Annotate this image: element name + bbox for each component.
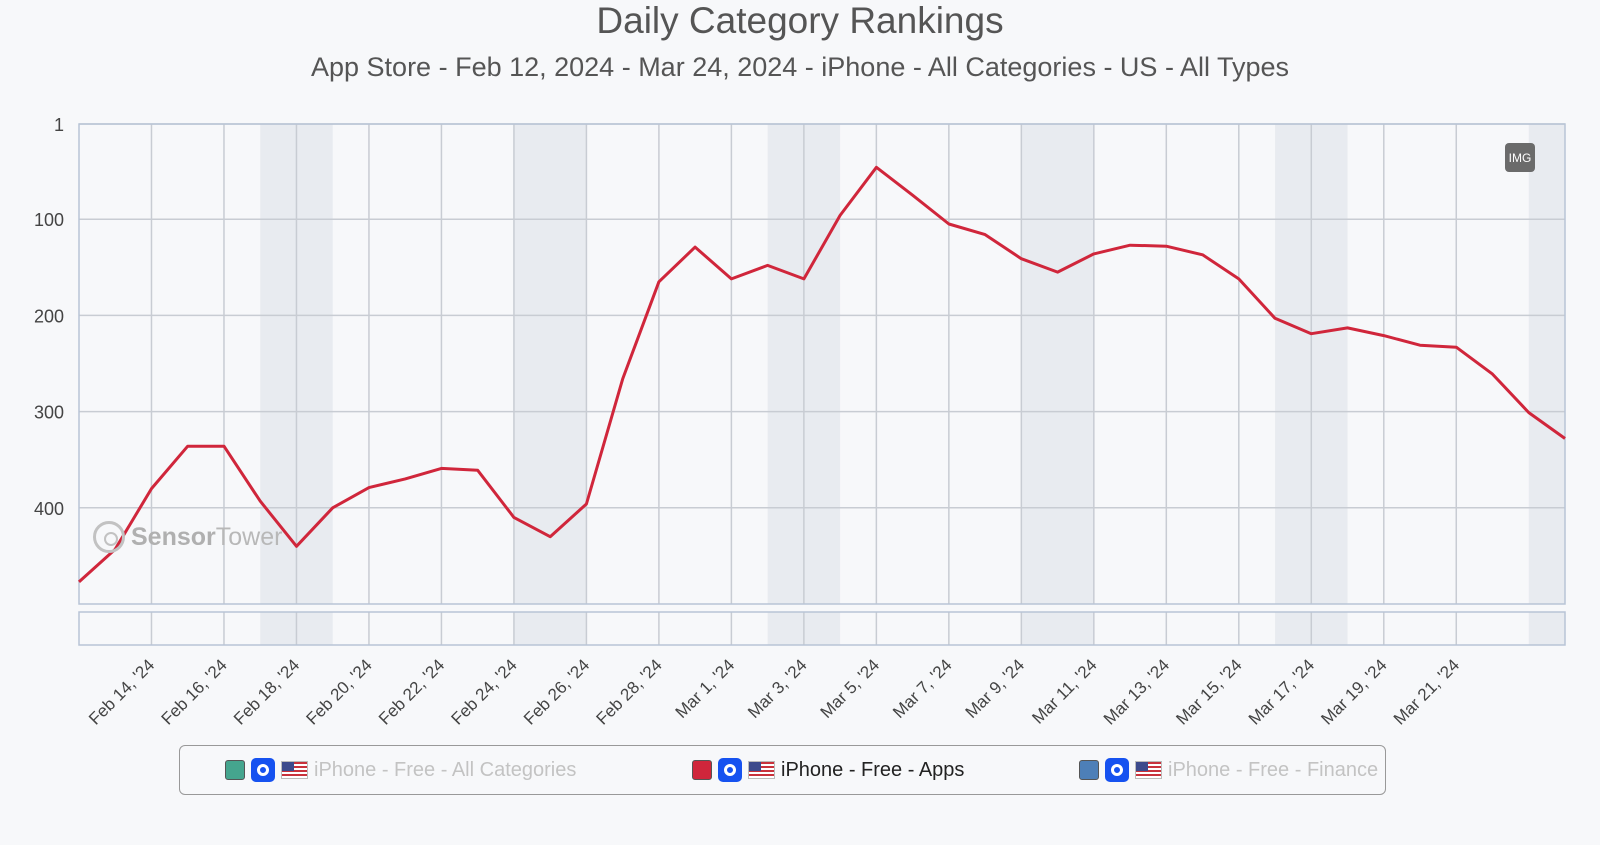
weekend-band: [1528, 124, 1565, 604]
x-tick-label: Mar 15, '24: [1172, 655, 1245, 728]
weekend-band-navigator: [513, 612, 587, 645]
legend-label: iPhone - Free - All Categories: [314, 758, 577, 781]
legend-swatch: [692, 760, 712, 780]
weekend-band-navigator: [1021, 612, 1094, 645]
x-tick-label: Mar 3, '24: [744, 655, 811, 722]
legend-item-apps[interactable]: iPhone - Free - Apps: [692, 746, 964, 794]
x-tick-label: Feb 24, '24: [448, 655, 521, 728]
chart-subtitle: App Store - Feb 12, 2024 - Mar 24, 2024 …: [311, 52, 1289, 82]
x-tick-label: Mar 7, '24: [889, 655, 956, 722]
y-tick-label: 100: [34, 210, 64, 230]
x-tick-label: Feb 20, '24: [303, 655, 376, 728]
x-tick-label: Mar 17, '24: [1245, 655, 1318, 728]
ranking-chart: 1 100 200 300 400 Feb 14, '24 Feb 16, '24 Feb 1…: [34, 115, 1566, 729]
x-tick-label: Mar 5, '24: [817, 655, 884, 722]
series-line-apps: [77, 165, 1566, 584]
sensor-tower-logo-icon: [93, 521, 125, 553]
chart-title: Daily Category Rankings: [596, 0, 1004, 41]
legend-label: iPhone - Free - Apps: [781, 758, 965, 781]
legend-swatch: [225, 760, 245, 780]
x-tick-label: Mar 19, '24: [1317, 655, 1390, 728]
y-tick-label: 300: [34, 403, 64, 423]
x-tick-label: Mar 9, '24: [962, 655, 1029, 722]
x-tick-label: Mar 11, '24: [1028, 655, 1100, 727]
sensor-tower-watermark: SensorTower: [93, 521, 282, 553]
y-tick-label: 200: [34, 306, 64, 326]
x-tick-label: Feb 22, '24: [375, 655, 448, 728]
x-tick-label: Feb 16, '24: [158, 655, 231, 728]
export-image-button[interactable]: IMG: [1505, 143, 1535, 172]
coinbase-app-icon: [251, 758, 275, 782]
us-flag-icon: [281, 761, 308, 779]
x-tick-label: Feb 28, '24: [593, 655, 666, 728]
legend-label: iPhone - Free - Finance: [1168, 758, 1379, 781]
weekend-band: [1021, 124, 1094, 604]
plot-area-border: [78, 123, 1566, 605]
y-tick-label: 400: [34, 499, 64, 519]
chart-legend: iPhone - Free - All Categories iPhone - …: [179, 745, 1386, 795]
coinbase-app-icon: [718, 758, 742, 782]
legend-item-finance[interactable]: iPhone - Free - Finance: [1079, 746, 1378, 794]
x-tick-label: Feb 18, '24: [230, 655, 303, 728]
us-flag-icon: [1135, 761, 1162, 779]
x-tick-label: Mar 13, '24: [1100, 655, 1173, 728]
us-flag-icon: [748, 761, 775, 779]
legend-item-all-categories[interactable]: iPhone - Free - All Categories: [225, 746, 576, 794]
x-tick-label: Feb 14, '24: [85, 655, 158, 728]
weekend-band: [513, 124, 587, 604]
x-tick-label: Feb 26, '24: [520, 655, 593, 728]
navigator-border: [78, 611, 1566, 646]
legend-swatch: [1079, 760, 1099, 780]
x-tick-label: Mar 21, '24: [1390, 655, 1463, 728]
weekend-band-navigator: [1528, 612, 1565, 645]
y-tick-label: 1: [54, 115, 64, 135]
coinbase-app-icon: [1105, 758, 1129, 782]
x-tick-label: Mar 1, '24: [672, 655, 739, 722]
